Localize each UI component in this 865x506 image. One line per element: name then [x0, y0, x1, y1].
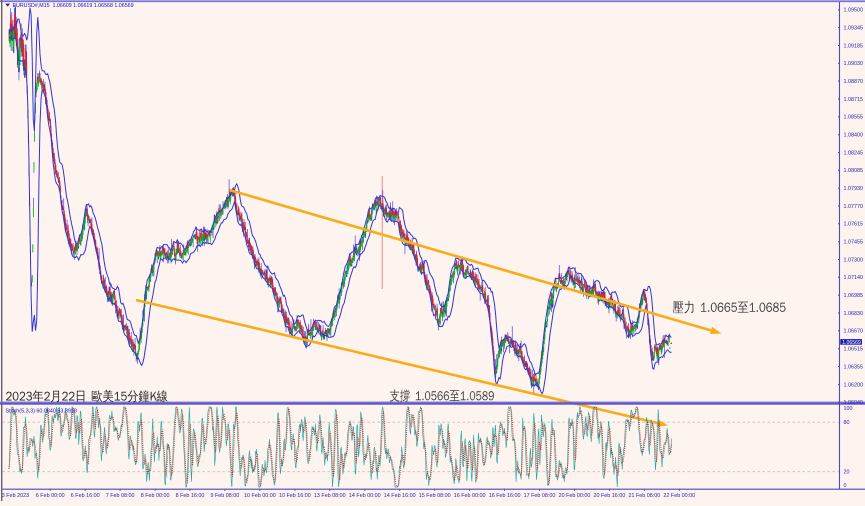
svg-text:1.07930: 1.07930 [844, 186, 864, 192]
svg-text:0: 0 [844, 483, 847, 489]
svg-text:21 Feb 08:00: 21 Feb 08:00 [629, 493, 661, 499]
svg-text:1.08870: 1.08870 [844, 79, 864, 85]
svg-text:1.08085: 1.08085 [844, 168, 864, 174]
svg-text:6 Feb 16:00: 6 Feb 16:00 [71, 493, 100, 499]
svg-text:1.09030: 1.09030 [844, 61, 864, 67]
svg-text:22 Feb 00:00: 22 Feb 00:00 [663, 493, 695, 499]
svg-text:3 Feb 2023: 3 Feb 2023 [2, 493, 29, 499]
svg-text:1.07140: 1.07140 [844, 275, 864, 281]
svg-text:13 Feb 08:00: 13 Feb 08:00 [314, 493, 346, 499]
svg-text:8 Feb 00:00: 8 Feb 00:00 [141, 493, 170, 499]
svg-text:1.08555: 1.08555 [844, 115, 864, 121]
svg-text:1.06200: 1.06200 [844, 382, 864, 388]
svg-text:8 Feb 16:00: 8 Feb 16:00 [176, 493, 205, 499]
svg-text:1.07770: 1.07770 [844, 204, 864, 210]
svg-text:7 Feb 08:00: 7 Feb 08:00 [106, 493, 135, 499]
svg-text:1.07300: 1.07300 [844, 257, 864, 263]
svg-text:10 Feb 00:00: 10 Feb 00:00 [244, 493, 276, 499]
svg-text:1.06670: 1.06670 [844, 329, 864, 335]
svg-text:6 Feb 00:00: 6 Feb 00:00 [36, 493, 65, 499]
svg-text:1.06040: 1.06040 [844, 400, 864, 406]
svg-text:1.06830: 1.06830 [844, 311, 864, 317]
svg-text:1.08245: 1.08245 [844, 150, 864, 156]
svg-text:16 Feb 00:00: 16 Feb 00:00 [454, 493, 486, 499]
svg-text:1.06355: 1.06355 [844, 364, 864, 370]
svg-text:1.09500: 1.09500 [844, 8, 864, 14]
svg-text:20 Feb 00:00: 20 Feb 00:00 [559, 493, 591, 499]
svg-text:1.09185: 1.09185 [844, 43, 864, 49]
svg-text:1.07615: 1.07615 [844, 222, 864, 228]
svg-text:Stoch(5,3,3) 60.0840 53.3918: Stoch(5,3,3) 60.0840 53.3918 [6, 409, 77, 415]
svg-text:15 Feb 08:00: 15 Feb 08:00 [419, 493, 451, 499]
svg-text:EURUSD#,M15 1.06609 1.06619 1: EURUSD#,M15 1.06609 1.06619 1.06568 1.06… [13, 3, 134, 9]
svg-text:1.08715: 1.08715 [844, 97, 864, 103]
svg-text:14 Feb 00:00: 14 Feb 00:00 [349, 493, 381, 499]
svg-text:14 Feb 16:00: 14 Feb 16:00 [384, 493, 416, 499]
svg-text:17 Feb 08:00: 17 Feb 08:00 [524, 493, 556, 499]
svg-text:100: 100 [844, 406, 853, 412]
svg-text:20: 20 [844, 470, 850, 476]
svg-text:1.09345: 1.09345 [844, 26, 864, 32]
svg-text:10 Feb 16:00: 10 Feb 16:00 [279, 493, 311, 499]
svg-text:1.06569: 1.06569 [842, 340, 861, 346]
svg-text:20 Feb 16:00: 20 Feb 16:00 [594, 493, 626, 499]
svg-text:1.06515: 1.06515 [844, 347, 864, 353]
svg-text:1.06985: 1.06985 [844, 293, 864, 299]
svg-text:1.07455: 1.07455 [844, 240, 864, 246]
svg-text:16 Feb 16:00: 16 Feb 16:00 [489, 493, 521, 499]
svg-text:1.08400: 1.08400 [844, 133, 864, 139]
svg-text:9 Feb 08:00: 9 Feb 08:00 [211, 493, 240, 499]
svg-text:80: 80 [844, 420, 850, 426]
